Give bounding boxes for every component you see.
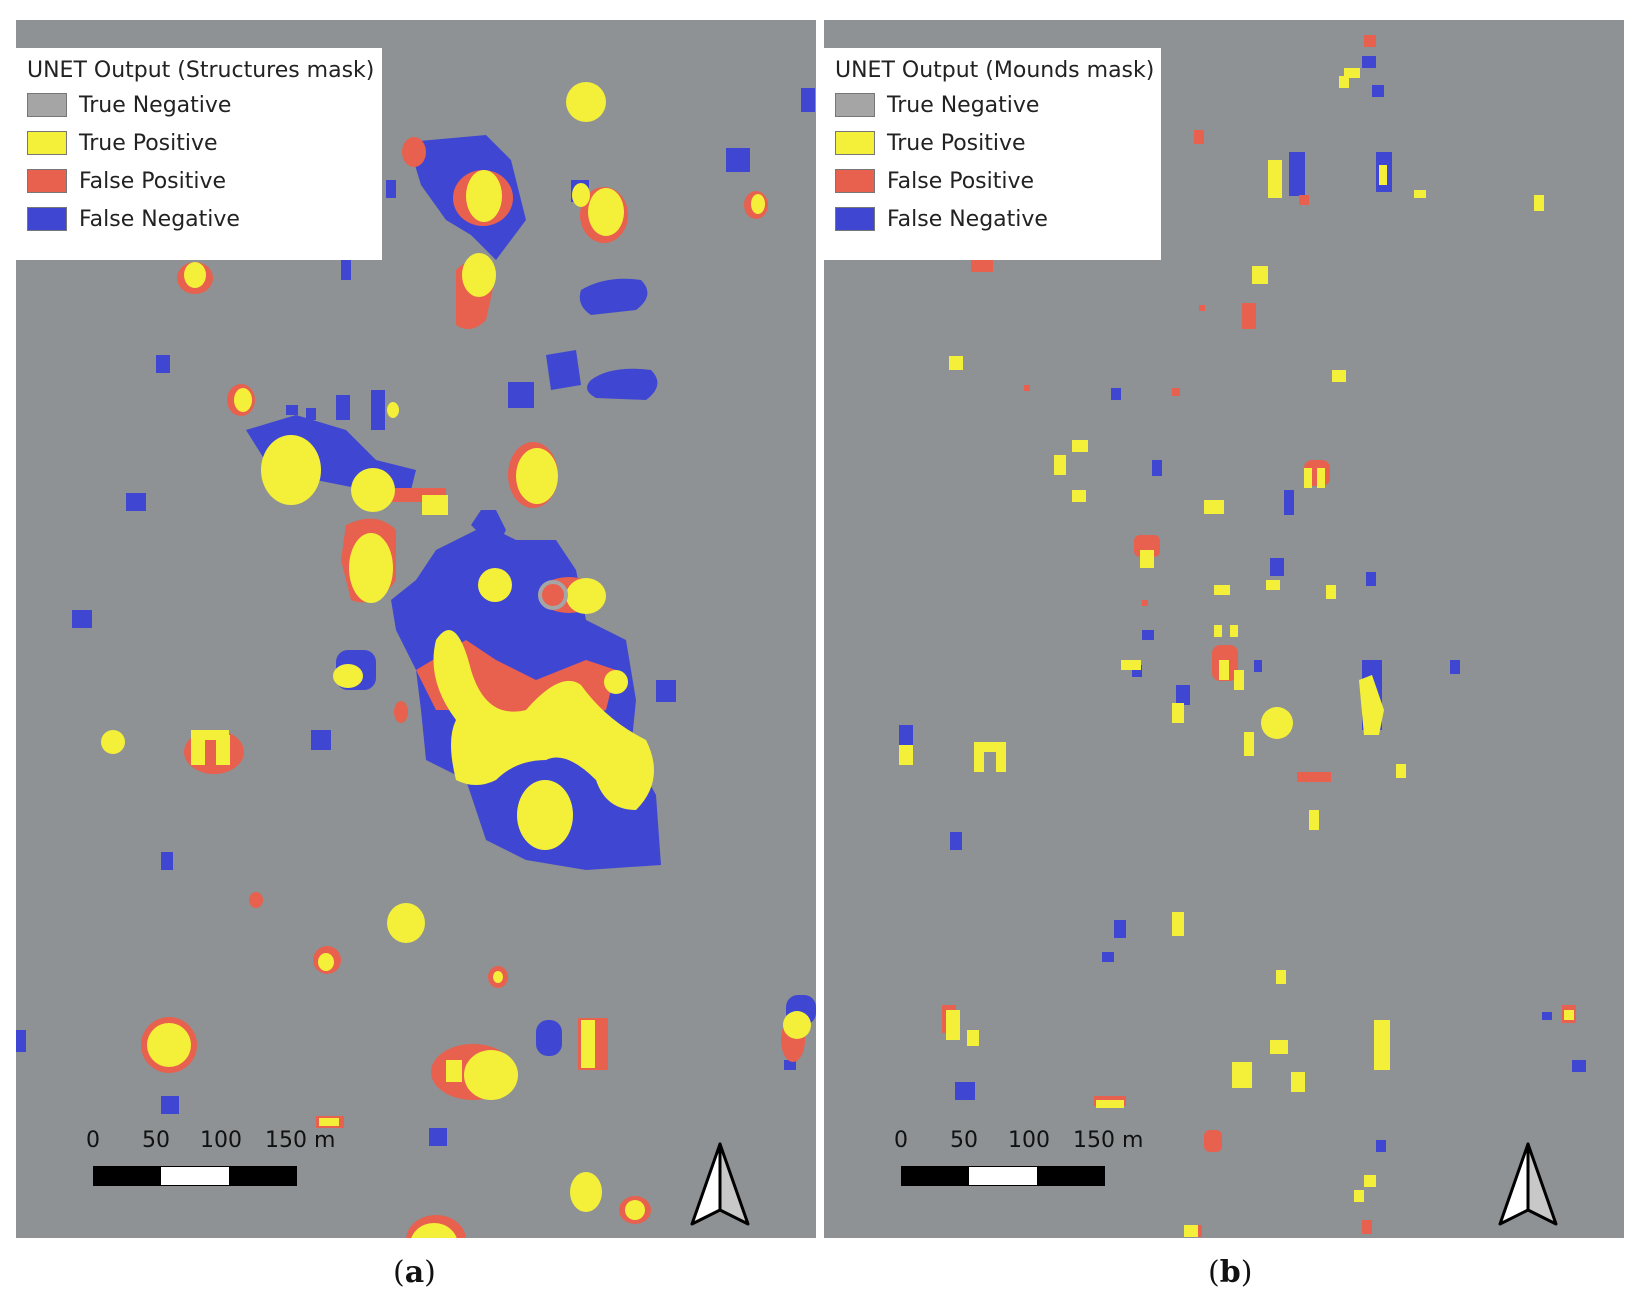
legend-title: UNET Output (Structures mask) [27, 58, 375, 83]
legend-label: True Positive [887, 130, 1026, 156]
scale-bar-graphic [901, 1166, 1105, 1186]
legend-swatch-false-positive [835, 169, 875, 193]
legend-swatch-true-negative [27, 93, 67, 117]
structures-mask-map [16, 82, 816, 1238]
legend-label: False Positive [79, 168, 227, 194]
legend-label: False Negative [79, 206, 240, 232]
scale-bar: 0 50 100 150 m [889, 1128, 1189, 1218]
scale-tick-label: 50 [142, 1128, 170, 1153]
scale-tick-label: 0 [894, 1128, 908, 1153]
panel-caption-b: (b) [1208, 1255, 1253, 1290]
legend-swatch-false-positive [27, 169, 67, 193]
scale-tick-label: 150 m [1073, 1128, 1144, 1153]
scale-bar: 0 50 100 150 m [81, 1128, 381, 1218]
legend-label: True Positive [79, 130, 218, 156]
panel-caption-a: (a) [393, 1255, 436, 1290]
map-panel-mounds: UNET Output (Mounds mask) True Negative … [824, 20, 1624, 1238]
legend: UNET Output (Structures mask) True Negat… [16, 48, 382, 260]
legend-item: True Positive [835, 124, 1149, 162]
scale-tick-label: 150 m [265, 1128, 336, 1153]
north-arrow-icon [690, 1142, 750, 1226]
legend-item: False Positive [835, 162, 1149, 200]
map-panel-structures: UNET Output (Structures mask) True Negat… [16, 20, 816, 1238]
scale-tick-label: 100 [1008, 1128, 1050, 1153]
scale-tick-label: 50 [950, 1128, 978, 1153]
legend-item: False Positive [27, 162, 370, 200]
legend-item: True Negative [27, 86, 370, 124]
legend-item: True Negative [835, 86, 1149, 124]
legend-label: True Negative [79, 92, 232, 118]
scale-ticks: 0 50 100 150 m [889, 1128, 1189, 1158]
caption-letter: a [404, 1255, 425, 1290]
scale-tick-label: 100 [200, 1128, 242, 1153]
legend-label: True Negative [887, 92, 1040, 118]
legend-swatch-true-negative [835, 93, 875, 117]
legend-swatch-true-positive [27, 131, 67, 155]
legend-swatch-false-negative [835, 207, 875, 231]
mounds-mask-map [899, 35, 1586, 1237]
legend-item: True Positive [27, 124, 370, 162]
legend-swatch-true-positive [835, 131, 875, 155]
legend-label: False Positive [887, 168, 1035, 194]
scale-tick-label: 0 [86, 1128, 100, 1153]
caption-letter: b [1219, 1255, 1241, 1290]
legend-item: False Negative [835, 200, 1149, 238]
legend: UNET Output (Mounds mask) True Negative … [824, 48, 1161, 260]
scale-bar-graphic [93, 1166, 297, 1186]
north-arrow-icon [1498, 1142, 1558, 1226]
legend-item: False Negative [27, 200, 370, 238]
legend-title: UNET Output (Mounds mask) [835, 58, 1155, 83]
legend-swatch-false-negative [27, 207, 67, 231]
scale-ticks: 0 50 100 150 m [81, 1128, 381, 1158]
legend-label: False Negative [887, 206, 1048, 232]
